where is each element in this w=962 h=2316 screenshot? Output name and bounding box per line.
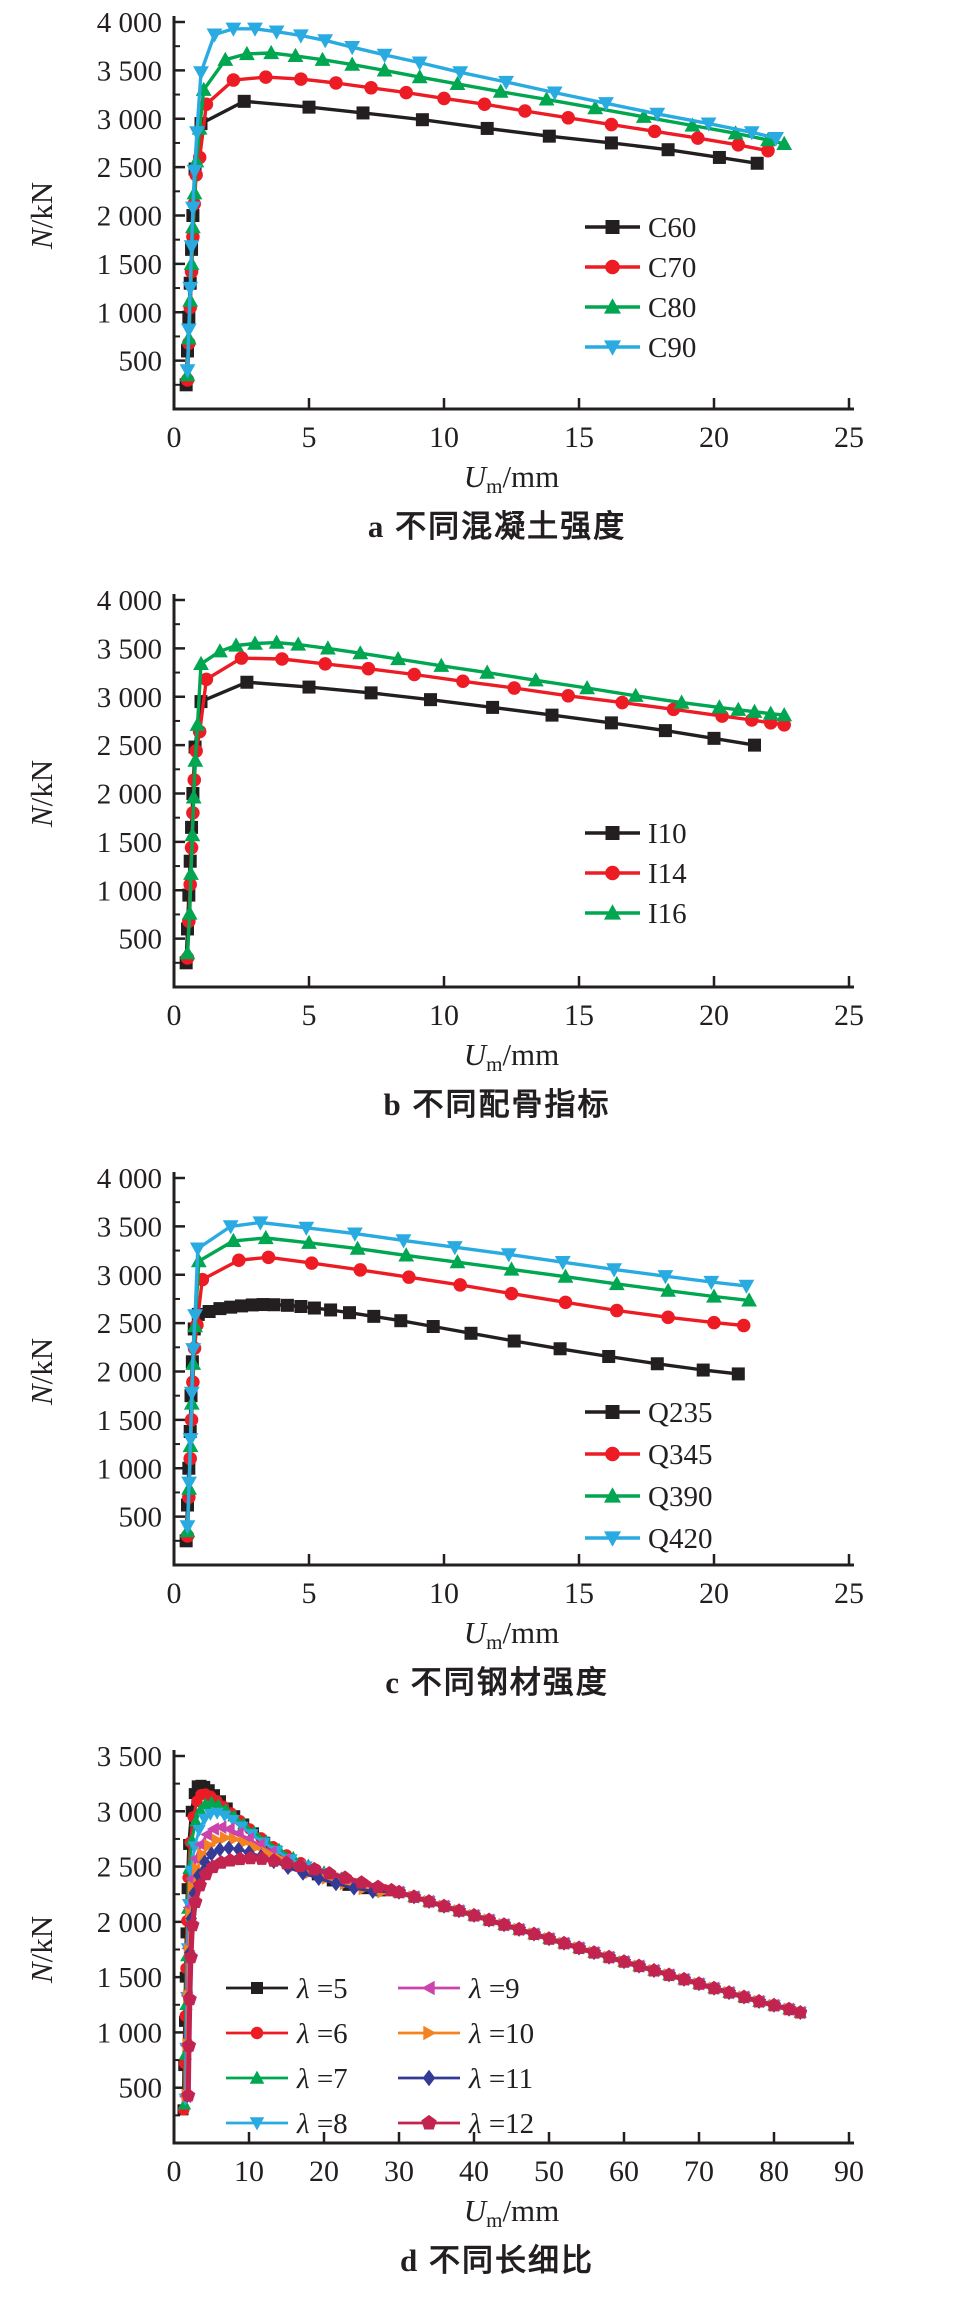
svg-text:N/kN: N/kN	[24, 182, 59, 250]
svg-text:Q345: Q345	[648, 1439, 712, 1471]
svg-text:50: 50	[534, 2155, 564, 2188]
svg-text:λ =5: λ =5	[296, 1973, 348, 2005]
svg-text:3 000: 3 000	[97, 1796, 162, 1828]
svg-text:Q235: Q235	[648, 1397, 712, 1429]
svg-text:0: 0	[167, 421, 182, 454]
svg-text:500: 500	[119, 924, 163, 956]
svg-text:0: 0	[167, 1577, 182, 1610]
svg-text:2 500: 2 500	[97, 730, 162, 762]
svg-text:λ =9: λ =9	[468, 1973, 520, 2005]
svg-text:15: 15	[564, 421, 594, 454]
chart-c-title: c 不同钢材强度	[385, 1665, 609, 1700]
svg-text:20: 20	[699, 999, 729, 1032]
svg-text:C70: C70	[648, 252, 696, 284]
svg-text:3 500: 3 500	[97, 1741, 162, 1773]
svg-text:I16: I16	[648, 898, 687, 930]
chart-d-canvas: 500 1 000 1 500 2 000 2 500 3 000 3 500 0 10 20 30…	[24, 1741, 864, 2232]
svg-text:10: 10	[429, 999, 459, 1032]
svg-text:5: 5	[302, 421, 317, 454]
svg-text:N/kN: N/kN	[24, 1916, 59, 1984]
svg-text:4 000: 4 000	[97, 1163, 162, 1195]
svg-text:4 000: 4 000	[97, 7, 162, 39]
svg-text:N/kN: N/kN	[24, 1338, 59, 1406]
panel-a: 500 1 000 1 500 2 000 2 500 3 000 3 500 4 000 0 5…	[0, 0, 962, 578]
svg-text:Q390: Q390	[648, 1481, 712, 1513]
svg-text:80: 80	[759, 2155, 789, 2188]
chart-b-title: b 不同配骨指标	[383, 1087, 611, 1122]
svg-text:1 500: 1 500	[97, 1962, 162, 1994]
svg-text:3 500: 3 500	[97, 1211, 162, 1243]
svg-text:λ =11: λ =11	[468, 2063, 533, 2095]
svg-text:4 000: 4 000	[97, 585, 162, 617]
svg-text:500: 500	[119, 346, 163, 378]
svg-text:20: 20	[699, 421, 729, 454]
svg-text:Um/mm: Um/mm	[464, 459, 560, 498]
svg-text:C60: C60	[648, 212, 696, 244]
svg-text:500: 500	[119, 2073, 163, 2105]
chart-b-canvas: 500 1 000 1 500 2 000 2 500 3 000 3 500 4 000 0 5…	[24, 585, 864, 1076]
svg-text:Um/mm: Um/mm	[464, 2193, 560, 2232]
svg-text:Um/mm: Um/mm	[464, 1037, 560, 1076]
svg-text:1 500: 1 500	[97, 249, 162, 281]
svg-text:10: 10	[429, 1577, 459, 1610]
svg-text:1 500: 1 500	[97, 1405, 162, 1437]
svg-text:C80: C80	[648, 292, 696, 324]
svg-text:10: 10	[429, 421, 459, 454]
svg-text:I10: I10	[648, 818, 687, 850]
svg-text:λ =8: λ =8	[296, 2108, 348, 2140]
svg-text:25: 25	[834, 421, 864, 454]
svg-text:Um/mm: Um/mm	[464, 1615, 560, 1654]
svg-text:3 500: 3 500	[97, 55, 162, 87]
svg-text:5: 5	[302, 999, 317, 1032]
chart-d-title: d 不同长细比	[400, 2243, 594, 2278]
svg-text:25: 25	[834, 999, 864, 1032]
svg-text:60: 60	[609, 2155, 639, 2188]
svg-text:C90: C90	[648, 332, 696, 364]
svg-text:10: 10	[234, 2155, 264, 2188]
chart-a-canvas: 500 1 000 1 500 2 000 2 500 3 000 3 500 4 000 0 5…	[24, 7, 864, 498]
svg-text:5: 5	[302, 1577, 317, 1610]
svg-text:90: 90	[834, 2155, 864, 2188]
svg-text:2 500: 2 500	[97, 152, 162, 184]
svg-text:15: 15	[564, 1577, 594, 1610]
svg-text:3 500: 3 500	[97, 633, 162, 665]
svg-text:2 000: 2 000	[97, 779, 162, 811]
svg-text:1 000: 1 000	[97, 1453, 162, 1485]
svg-text:λ =6: λ =6	[296, 2018, 348, 2050]
panel-d: 500 1 000 1 500 2 000 2 500 3 000 3 500 0 10 20 30…	[0, 1734, 962, 2312]
svg-text:70: 70	[684, 2155, 714, 2188]
svg-text:40: 40	[459, 2155, 489, 2188]
svg-text:15: 15	[564, 999, 594, 1032]
chart-c-canvas: 500 1 000 1 500 2 000 2 500 3 000 3 500 4 000 0 5…	[24, 1163, 864, 1654]
svg-text:1 500: 1 500	[97, 827, 162, 859]
svg-text:2 000: 2 000	[97, 201, 162, 233]
svg-text:3 000: 3 000	[97, 682, 162, 714]
svg-text:30: 30	[384, 2155, 414, 2188]
svg-text:λ =10: λ =10	[468, 2018, 534, 2050]
svg-text:3 000: 3 000	[97, 104, 162, 136]
svg-text:25: 25	[834, 1577, 864, 1610]
panel-b: 500 1 000 1 500 2 000 2 500 3 000 3 500 4 000 0 5…	[0, 578, 962, 1156]
svg-text:1 000: 1 000	[97, 875, 162, 907]
svg-text:λ =7: λ =7	[296, 2063, 348, 2095]
svg-text:2 000: 2 000	[97, 1907, 162, 1939]
chart-a-title: a 不同混凝土强度	[367, 509, 627, 544]
svg-text:20: 20	[309, 2155, 339, 2188]
svg-text:Q420: Q420	[648, 1523, 712, 1555]
svg-text:500: 500	[119, 1502, 163, 1534]
svg-text:I14: I14	[648, 858, 687, 890]
svg-text:1 000: 1 000	[97, 297, 162, 329]
svg-text:λ =12: λ =12	[468, 2108, 534, 2140]
svg-text:2 500: 2 500	[97, 1852, 162, 1884]
svg-text:0: 0	[167, 999, 182, 1032]
svg-text:20: 20	[699, 1577, 729, 1610]
svg-text:2 000: 2 000	[97, 1357, 162, 1389]
svg-text:0: 0	[167, 2155, 182, 2188]
svg-text:2 500: 2 500	[97, 1308, 162, 1340]
svg-text:1 000: 1 000	[97, 2017, 162, 2049]
svg-text:N/kN: N/kN	[24, 760, 59, 828]
svg-text:3 000: 3 000	[97, 1260, 162, 1292]
panel-c: 500 1 000 1 500 2 000 2 500 3 000 3 500 4 000 0 5…	[0, 1156, 962, 1734]
